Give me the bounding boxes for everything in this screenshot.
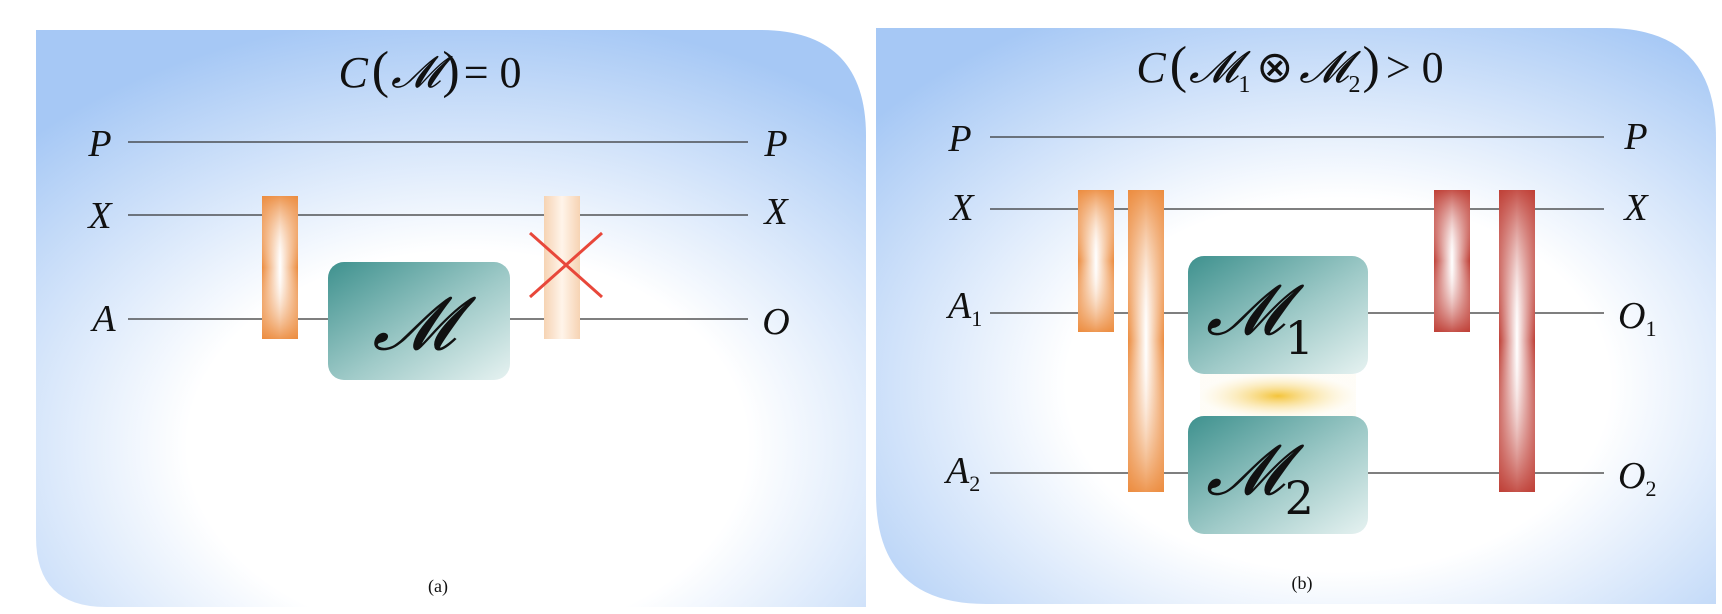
label-a2: A2 bbox=[943, 450, 980, 496]
label-a1: A1 bbox=[945, 285, 982, 331]
caption-a: (a) bbox=[428, 576, 448, 597]
gate-x-o1-o2 bbox=[1499, 190, 1535, 492]
panel-b: C(𝓜1 ⊗ 𝓜2) > 0 P P X X A1 A2 O1 O2 bbox=[876, 28, 1716, 604]
forbidden-x-mark bbox=[529, 231, 603, 299]
label-p-left-b: P bbox=[947, 118, 971, 160]
label-p-left: P bbox=[87, 123, 111, 165]
label-x-left-b: X bbox=[948, 187, 975, 229]
channel-m1-box: 𝓜1 bbox=[1188, 256, 1368, 374]
label-p-right-b: P bbox=[1623, 116, 1647, 158]
gate-x-a1-a2 bbox=[1128, 190, 1164, 492]
panel-a-title: C(𝓜)= 0 bbox=[338, 42, 521, 99]
gate-x-a1 bbox=[1078, 190, 1114, 332]
label-x-left: X bbox=[86, 195, 113, 237]
gate-xa bbox=[262, 196, 298, 339]
label-a: A bbox=[89, 298, 116, 340]
caption-b: (b) bbox=[1292, 573, 1313, 594]
label-o2: O2 bbox=[1618, 455, 1656, 501]
channel-m2-box: 𝓜2 bbox=[1188, 416, 1368, 534]
label-o1: O1 bbox=[1618, 295, 1656, 341]
label-p-right: P bbox=[763, 123, 787, 165]
label-o: O bbox=[762, 301, 789, 343]
panel-b-title: C(𝓜1 ⊗ 𝓜2) > 0 bbox=[1136, 37, 1443, 98]
label-x-right-b: X bbox=[1622, 187, 1649, 229]
panel-a: C(𝓜)= 0 P P X X A O 𝓜 (a) bbox=[36, 30, 866, 607]
correlation-link bbox=[1200, 374, 1356, 418]
channel-m-box: 𝓜 bbox=[328, 262, 510, 380]
label-x-right: X bbox=[762, 191, 789, 233]
gate-x-o1 bbox=[1434, 190, 1470, 332]
